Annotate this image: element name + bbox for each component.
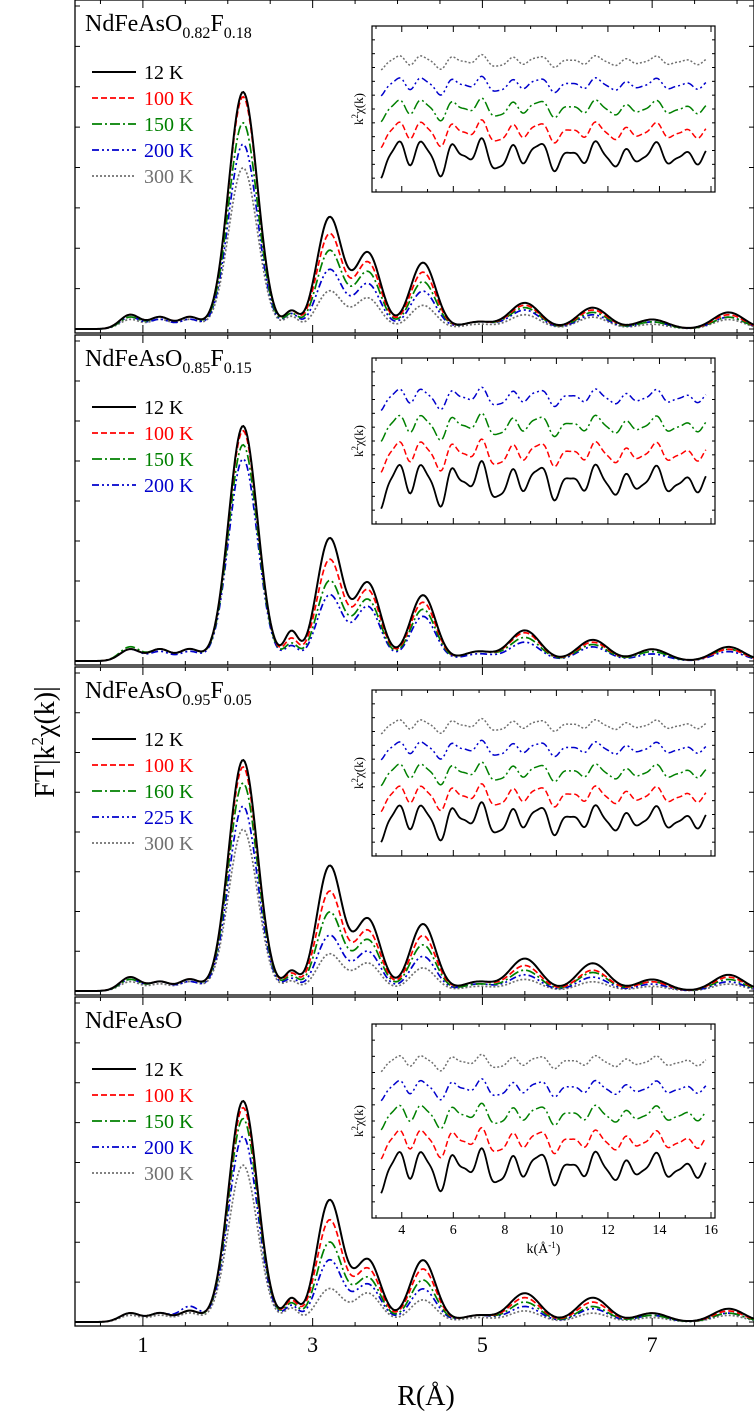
series-line-225k [75,805,754,992]
legend-label: 150 K [144,114,194,136]
legend-label: 100 K [144,423,194,445]
panel-frame [74,0,754,334]
inset-series-100k [380,783,707,813]
panel-2: NdFeAsO0.85F0.15 12 K 100 K 150 K 200 K k2χ(k… [74,334,754,666]
inset-series-300k [380,1053,707,1073]
panels: NdFeAsO0.82F0.18 12 K 100 K 150 K 200 K 300 K… [74,0,754,1357]
inset-series-150k [380,412,707,442]
inset-series-12k [380,1147,707,1194]
inset-x-tick-label: 10 [549,1223,563,1238]
panel-title: NdFeAsO0.82F0.18 [85,11,252,42]
inset-x-tick-label: 16 [704,1223,718,1238]
main-y-axis-label: FT|k2χ(k)| [28,686,61,797]
legend-label: 225 K [144,807,194,829]
inset-y-axis-label: k2χ(k) [350,425,366,457]
legend-label: 150 K [144,449,194,471]
legend-label: 300 K [144,1163,194,1185]
legend-label: 150 K [144,1111,194,1133]
inset-series-200k [380,386,707,412]
legend-label: 100 K [144,88,194,110]
series-line-12k [75,424,754,662]
inset-x-tick-label: 12 [601,1223,615,1238]
legend-label: 200 K [144,475,194,497]
inset-frame [371,1023,716,1219]
inset-y-axis-label: k2χ(k) [350,1105,366,1137]
inset-y-axis-label: k2χ(k) [350,93,366,125]
inset-series-225k [380,739,707,761]
panel-4: NdFeAsO 12 K 100 K 150 K 200 K 300 K 1 3 5 7 k2χ(k… [74,996,754,1357]
main-x-axis-label: R(Å) [397,1381,455,1412]
x-tick-label: 5 [477,1332,488,1357]
inset-frame [371,25,716,193]
legend-label: 100 K [144,1085,194,1107]
legend-label: 12 K [144,1059,184,1081]
inset-series-12k [380,137,707,179]
panel-frame [74,996,754,1327]
inset-x-axis-label: k(Å-1) [527,1240,561,1257]
inset-series-160k [380,761,707,787]
legend-label: 12 K [144,62,184,84]
series-line-12k [75,90,754,330]
panel-title: NdFeAsO [85,1008,182,1034]
legend-label: 160 K [144,781,194,803]
legend-label: 12 K [144,397,184,419]
inset-series-12k [380,801,707,843]
legend-label: 300 K [144,833,194,855]
inset-series-100k [380,1126,707,1160]
inset-x-tick-label: 4 [398,1223,405,1238]
panel-frame [74,334,754,666]
legend-label: 200 K [144,1137,194,1159]
x-tick-label: 7 [647,1332,658,1357]
inset-x-tick-label: 6 [450,1223,457,1238]
series-line-150k [75,121,754,330]
series-line-300k [75,828,754,992]
series-line-300k [75,166,754,330]
inset-series-300k [380,53,707,71]
x-tick-label: 1 [137,1332,148,1357]
panel-frame [74,666,754,996]
inset-x-tick-label: 14 [652,1223,666,1238]
panel-title: NdFeAsO0.85F0.15 [85,346,252,377]
series-line-300k [75,1164,754,1323]
legend-label: 100 K [144,755,194,777]
series-line-12k [75,1099,754,1323]
inset-frame [371,689,716,857]
inset-series-100k [380,119,707,149]
series-line-12k [75,758,754,992]
inset-series-200k [380,1078,707,1102]
inset-series-150k [380,1102,707,1131]
inset-x-tick-label: 8 [501,1223,508,1238]
inset-series-150k [380,97,707,123]
panel-title: NdFeAsO0.95F0.05 [85,678,252,709]
panel-1: NdFeAsO0.82F0.18 12 K 100 K 150 K 200 K 300 K… [74,0,754,334]
inset-series-200k [380,75,707,97]
panel-3: NdFeAsO0.95F0.05 12 K 100 K 160 K 225 K 300 K… [74,666,754,996]
legend-label: 12 K [144,729,184,751]
inset-series-100k [380,438,707,473]
legend-label: 300 K [144,166,194,188]
x-tick-label: 3 [307,1332,318,1357]
series-line-150k [75,443,754,662]
inset-frame [371,357,716,525]
inset-series-300k [380,717,707,735]
legend-label: 200 K [144,140,194,162]
inset-y-axis-label: k2χ(k) [350,757,366,789]
inset-series-12k [380,459,707,510]
series-line-160k [75,782,754,992]
series-line-200k [75,1135,754,1323]
